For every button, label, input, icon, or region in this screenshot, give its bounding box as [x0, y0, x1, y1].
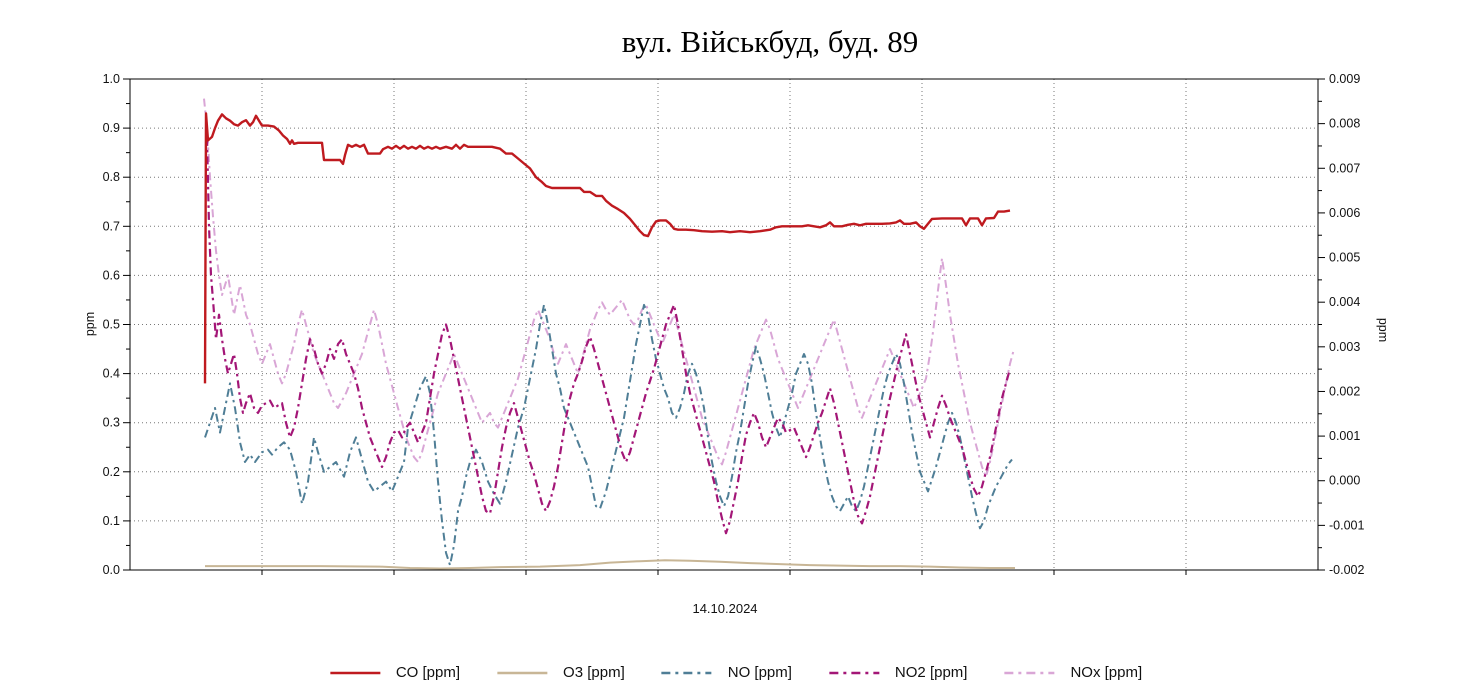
right-axis-tick-label: 0.001	[1329, 429, 1360, 443]
left-axis-tick-label: 0.9	[103, 121, 120, 135]
right-axis-tick-label: 0.004	[1329, 295, 1360, 309]
left-axis-tick-label: 1.0	[103, 72, 120, 86]
legend-item-nox: NOx [ppm]	[1003, 664, 1142, 681]
right-axis-tick-label: -0.001	[1329, 518, 1364, 532]
legend-item-co: CO [ppm]	[329, 664, 460, 681]
legend-label-co: CO [ppm]	[395, 664, 461, 681]
legend-label-nox: NOx [ppm]	[1070, 664, 1143, 681]
legend-label-no2: NO2 [ppm]	[894, 664, 968, 681]
chart-title: вул. Військбуд, буд. 89	[621, 24, 919, 59]
series-line-nox	[203, 98, 1015, 478]
right-axis-tick-label: 0.003	[1329, 340, 1360, 354]
right-axis-tick-label: 0.008	[1329, 117, 1360, 131]
right-axis-tick-label: 0.000	[1329, 474, 1360, 488]
left-axis-tick-label: 0.6	[103, 268, 120, 282]
series-line-no	[204, 303, 1013, 567]
right-axis-tick-label: 0.005	[1329, 251, 1360, 265]
left-axis-tick-label: 0.8	[103, 170, 120, 184]
x-axis-date-label: 14.10.2024	[692, 601, 758, 616]
left-axis-tick-label: 0.0	[103, 563, 120, 577]
legend-line-swatch-no	[661, 671, 712, 674]
left-axis-tick-label: 0.1	[103, 514, 120, 528]
plot-border	[129, 78, 1319, 571]
right-axis-tick-label: 0.007	[1329, 161, 1360, 175]
legend-line-swatch-nox	[1004, 671, 1055, 674]
right-axis-tick-label: 0.009	[1329, 72, 1360, 86]
right-axis-tick-label: 0.006	[1329, 206, 1360, 220]
left-axis-unit-label: ppm	[83, 311, 97, 337]
legend-line-swatch-co	[329, 671, 380, 674]
legend-label-no: NO [ppm]	[727, 664, 792, 681]
legend-item-o3: O3 [ppm]	[496, 664, 625, 681]
right-axis-unit-label: ppm	[1376, 317, 1390, 343]
left-axis-tick-label: 0.2	[103, 465, 120, 479]
left-axis-tick-label: 0.7	[103, 219, 120, 233]
legend-label-o3: O3 [ppm]	[563, 664, 625, 681]
legend-item-no2: NO2 [ppm]	[828, 664, 968, 681]
legend: CO [ppm] O3 [ppm] NO [ppm] NO2 [ppm] NOx [pp…	[329, 664, 1142, 681]
right-axis-tick-label: 0.002	[1329, 384, 1360, 398]
right-axis-tick-label: -0.002	[1329, 563, 1364, 577]
legend-item-no: NO [ppm]	[661, 664, 792, 681]
legend-line-swatch-o3	[497, 671, 548, 674]
left-axis-tick-label: 0.5	[103, 318, 120, 332]
series-line-co	[203, 112, 1011, 384]
series-line-o3	[205, 559, 1015, 570]
series-line-no2	[205, 137, 1012, 535]
left-axis-tick-label: 0.3	[103, 416, 120, 430]
legend-line-swatch-no2	[828, 671, 879, 674]
left-axis-tick-label: 0.4	[103, 367, 120, 381]
